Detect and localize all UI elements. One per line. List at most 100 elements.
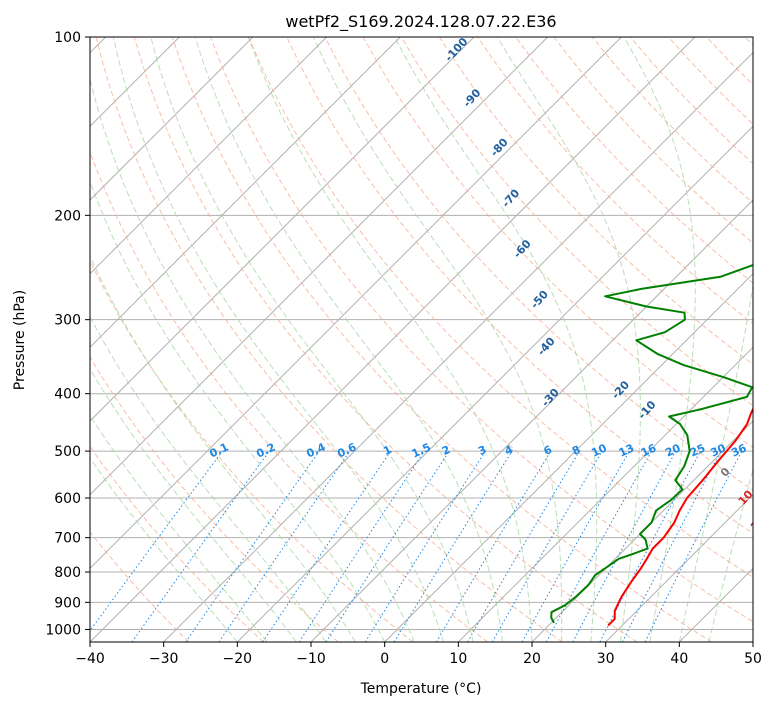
plot-area: 0.1 0.2 0.4 0.6 1 1.5 2 3 4 6 8 10 13 16 20 25 30 36-100-… xyxy=(90,37,768,642)
isotherm-line xyxy=(384,272,753,642)
x-tick-label: 0 xyxy=(380,651,389,667)
dry-adiabat-label: -70 xyxy=(499,186,522,210)
moist-adiabat-line xyxy=(90,367,297,642)
mixing-ratio-line xyxy=(131,450,270,642)
x-tick-label: 10 xyxy=(449,651,467,667)
isotherm-line xyxy=(236,125,753,642)
dry-adiabat-line xyxy=(515,37,753,284)
mixing-ratio-label: 0.6 xyxy=(335,440,358,460)
dry-adiabat-line xyxy=(706,37,753,86)
plot-frame xyxy=(89,36,754,643)
y-tick-label: 700 xyxy=(54,531,81,547)
isotherm-line xyxy=(90,37,475,422)
isotherm-line xyxy=(90,37,549,496)
dry-adiabat-line xyxy=(90,259,414,642)
isotherm-line xyxy=(90,37,622,570)
isotherm-line xyxy=(90,37,696,642)
mixing-ratio-line xyxy=(644,450,743,642)
y-tick-label: 300 xyxy=(54,313,81,329)
dry-adiabat-label: -60 xyxy=(511,237,534,261)
mixing-ratio-label: 0.4 xyxy=(304,440,327,460)
mixing-ratio-lines xyxy=(90,450,743,642)
moist-adiabat-line xyxy=(90,180,386,642)
mixing-ratio-label: 13 xyxy=(617,441,636,459)
dry-adiabat-line xyxy=(668,37,753,125)
dry-adiabat-line xyxy=(553,37,753,244)
dry-adiabat-label: -30 xyxy=(539,386,562,410)
dry-adiabat-line xyxy=(591,37,753,204)
dry-adiabat-line xyxy=(324,37,753,491)
profile-series xyxy=(550,264,753,627)
moist-adiabat-line xyxy=(90,254,356,642)
mixing-ratio-label: 1.5 xyxy=(410,441,433,461)
dry-adiabat-line xyxy=(133,37,638,642)
dry-adiabat-label: -50 xyxy=(528,288,551,312)
moist-adiabat-line xyxy=(90,457,238,642)
mixing-ratio-label: 30 xyxy=(709,441,729,459)
mixing-ratio-label: 20 xyxy=(663,441,683,459)
dry-adiabat-label: -10 xyxy=(636,398,659,422)
isotherm-line xyxy=(90,37,401,349)
dry-adiabat-line xyxy=(210,37,753,623)
chart-title: wetPf2_S169.2024.128.07.22.E36 xyxy=(285,12,556,32)
x-tick-label: −40 xyxy=(75,651,105,667)
isotherm-line xyxy=(163,51,753,642)
moist-adiabat-line xyxy=(150,37,474,642)
dry-adiabat-line xyxy=(90,356,339,642)
dry-adiabat-label: 20 xyxy=(748,513,768,533)
y-tick-label: 100 xyxy=(54,30,81,46)
mixing-ratio-line xyxy=(393,450,513,642)
isotherm-line xyxy=(90,37,328,275)
dry-adiabat-label: -40 xyxy=(535,334,558,358)
dry-adiabat-line xyxy=(95,37,563,642)
mixing-ratio-line xyxy=(621,450,722,642)
y-axis: 100 200 300 400 500 600 700 800 900 1000 xyxy=(45,30,90,638)
dry-adiabats xyxy=(90,37,753,642)
y-tick-label: 900 xyxy=(54,595,81,611)
mixing-ratio-label: 4 xyxy=(503,443,516,458)
isotherm-line xyxy=(605,493,753,642)
moist-adiabat-line xyxy=(394,37,598,642)
isotherm-line xyxy=(752,641,753,642)
mixing-ratio-line xyxy=(185,450,320,642)
moist-adiabat-line xyxy=(708,467,753,642)
dry-adiabat-label: 0 xyxy=(718,465,733,480)
x-axis-label: Temperature (°C) xyxy=(360,681,482,697)
dry-adiabat-line xyxy=(400,37,753,407)
mixing-ratio-line xyxy=(325,450,450,642)
mixing-ratio-label: 6 xyxy=(542,443,555,458)
dry-adiabat-line xyxy=(438,37,753,366)
x-tick-label: −10 xyxy=(296,651,326,667)
mixing-ratio-line xyxy=(545,450,653,642)
isotherm-grid xyxy=(90,37,753,642)
mixing-ratio-label: 1 xyxy=(381,443,393,458)
isotherm-line xyxy=(457,346,753,642)
dry-adiabat-line xyxy=(744,37,753,47)
mixing-ratio-line xyxy=(521,450,630,642)
mixing-ratio-line xyxy=(298,450,425,642)
moist-adiabat-line xyxy=(90,414,268,642)
x-tick-label: 30 xyxy=(597,651,615,667)
x-tick-label: 40 xyxy=(670,651,688,667)
moist-adiabat-line xyxy=(678,282,753,642)
mixing-ratio-line xyxy=(467,450,580,642)
y-tick-label: 500 xyxy=(54,444,81,460)
x-axis: −40 −30 −20 −10 0 10 20 30 40 50 xyxy=(75,642,762,667)
mixing-ratio-label: 16 xyxy=(639,441,659,459)
mixing-ratio-line xyxy=(435,450,552,642)
y-tick-label: 600 xyxy=(54,491,81,507)
x-tick-label: −30 xyxy=(149,651,179,667)
mixing-ratio-label: 10 xyxy=(589,441,609,459)
moist-adiabat-line xyxy=(496,37,641,642)
temperature-line xyxy=(607,407,753,627)
moist-adiabat-line xyxy=(90,76,415,642)
mixing-ratio-label: 36 xyxy=(729,441,749,459)
mixing-ratio-line xyxy=(572,450,677,642)
dry-adiabat-line xyxy=(90,150,488,642)
moist-adiabat-line xyxy=(623,37,696,642)
mixing-ratio-line xyxy=(262,450,392,642)
dry-adiabat-label: -90 xyxy=(461,86,484,110)
mixing-ratio-line xyxy=(218,450,351,642)
dewpoint-line xyxy=(550,264,753,624)
